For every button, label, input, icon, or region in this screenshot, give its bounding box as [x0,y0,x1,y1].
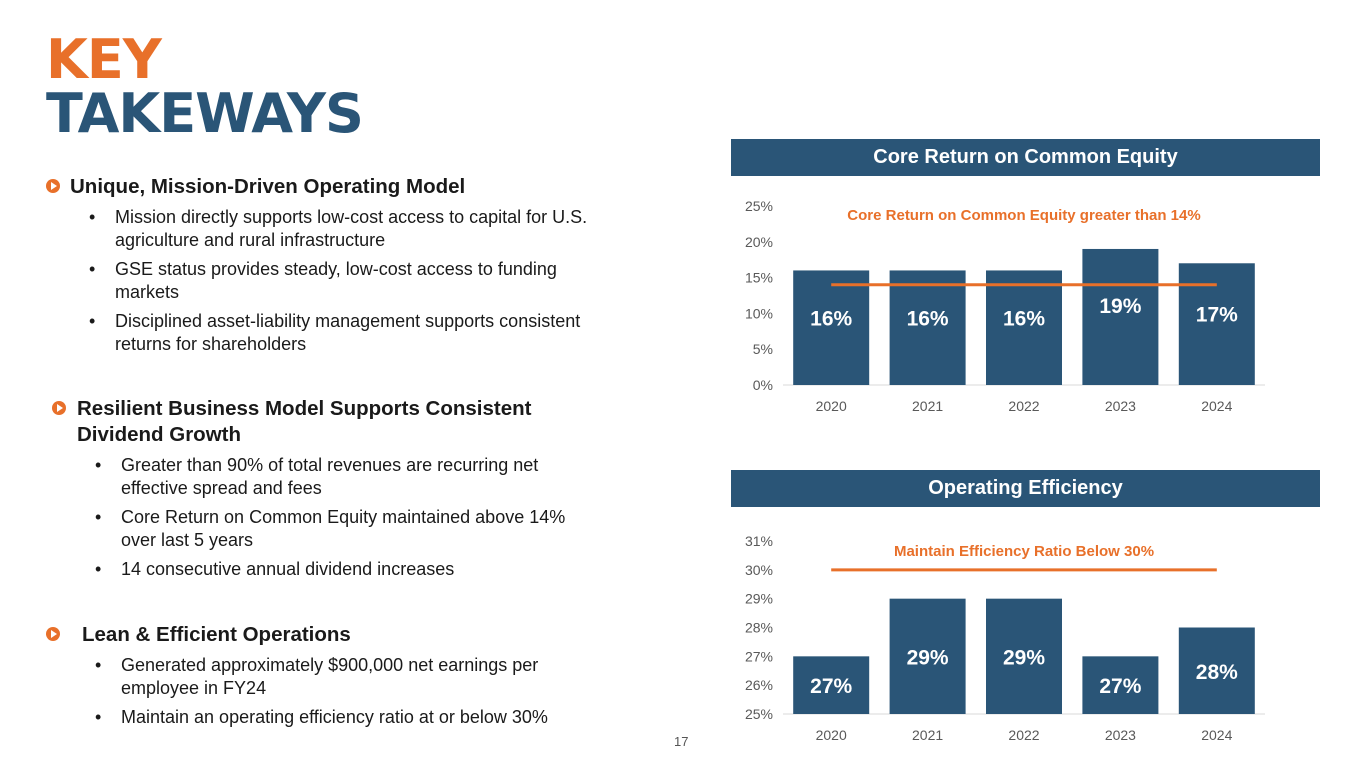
section-operating-model: Unique, Mission-Driven Operating Model M… [46,174,656,362]
y-tick-label: 29% [745,591,773,607]
list-item: Greater than 90% of total revenues are r… [95,454,662,500]
bar-data-label: 27% [1099,675,1141,698]
bullet-list: Generated approximately $900,000 net ear… [95,654,656,729]
bar [793,270,870,385]
x-tick-label: 2022 [1008,398,1039,414]
title-key: KEY [46,28,162,91]
efficiency-chart: 25% 26% 27% 28% 29% 30% 31% 27% 2020 29% 2021 29% 20… [745,533,1265,743]
list-item: Generated approximately $900,000 net ear… [95,654,656,700]
x-tick-label: 2023 [1105,727,1136,743]
play-circle-icon [52,401,66,415]
bar [986,598,1062,714]
list-item: Core Return on Common Equity maintained … [95,506,662,552]
list-item: 14 consecutive annual dividend increases [95,558,662,581]
y-tick-label: 28% [745,620,773,636]
list-item: Mission directly supports low-cost acces… [89,206,656,252]
bar [1178,627,1255,714]
section-business-model: Resilient Business Model Supports Consis… [52,396,662,587]
roe-chart: 0% 5% 10% 15% 20% 25% 16% 2020 16% 2021 16% 2022 19%… [745,198,1265,414]
section-title: Unique, Mission-Driven Operating Model [70,175,466,198]
y-tick-label: 25% [745,198,773,214]
play-circle-icon [46,179,60,193]
section-title: Resilient Business Model Supports Consis… [77,397,532,446]
section-title: Lean & Efficient Operations [82,623,351,646]
bar [889,598,966,714]
x-tick-label: 2023 [1105,398,1136,414]
chart-title-roe: Core Return on Common Equity [731,139,1320,176]
page-number: 17 [674,734,689,749]
x-tick-label: 2021 [912,398,943,414]
bar-data-label: 17% [1196,303,1238,326]
y-tick-label: 25% [745,706,773,722]
list-item: Maintain an operating efficiency ratio a… [95,706,656,729]
bullet-list: Greater than 90% of total revenues are r… [95,454,662,581]
y-tick-label: 15% [745,270,773,286]
y-tick-label: 31% [745,533,773,549]
y-tick-label: 0% [753,377,773,393]
bar-data-label: 16% [907,308,949,331]
y-tick-label: 10% [745,305,773,321]
bar [1082,656,1159,714]
target-annotation: Core Return on Common Equity greater tha… [847,207,1200,224]
bar-data-label: 27% [810,675,852,698]
y-tick-label: 20% [745,234,773,250]
bar [889,270,966,385]
bar-data-label: 19% [1099,295,1141,318]
x-tick-label: 2020 [816,398,847,414]
y-tick-label: 27% [745,648,773,664]
target-annotation: Maintain Efficiency Ratio Below 30% [894,543,1154,560]
x-tick-label: 2022 [1008,727,1039,743]
bar [1082,248,1159,385]
bar-data-label: 29% [1003,646,1045,669]
chart-title-efficiency: Operating Efficiency [731,470,1320,507]
bar [793,656,870,714]
play-circle-icon [46,627,60,641]
x-tick-label: 2020 [816,727,847,743]
bar-data-label: 28% [1196,661,1238,684]
bar-data-label: 16% [810,308,852,331]
y-tick-label: 26% [745,677,773,693]
y-tick-label: 30% [745,562,773,578]
list-item: GSE status provides steady, low-cost acc… [89,258,656,304]
bullet-list: Mission directly supports low-cost acces… [89,206,656,356]
y-tick-label: 5% [753,341,773,357]
x-tick-label: 2024 [1201,398,1232,414]
title-takeaways: TAKEWAYS [46,82,364,145]
bar [986,270,1062,385]
bar-data-label: 16% [1003,308,1045,331]
bar-data-label: 29% [907,646,949,669]
section-lean-operations: Lean & Efficient Operations Generated ap… [46,622,656,735]
x-tick-label: 2021 [912,727,943,743]
x-tick-label: 2024 [1201,727,1232,743]
list-item: Disciplined asset-liability management s… [89,310,656,356]
